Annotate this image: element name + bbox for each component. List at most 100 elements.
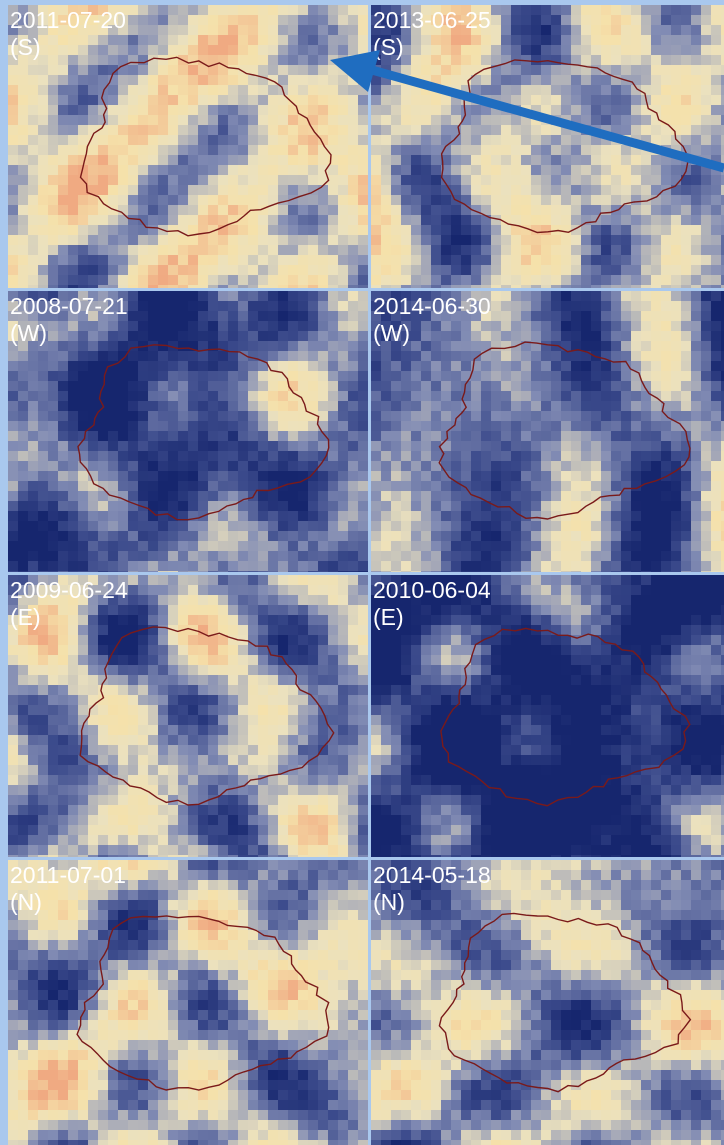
raster-cell [208, 501, 219, 512]
raster-cell [298, 331, 309, 342]
raster-cell [28, 645, 39, 656]
raster-cell [168, 531, 179, 542]
panel-date: 2011-07-20 [10, 7, 126, 33]
raster-cell [258, 105, 269, 116]
raster-cell [288, 501, 299, 512]
raster-cell [258, 85, 269, 96]
raster-cell [78, 95, 89, 106]
raster-cell [701, 441, 712, 452]
raster-cell [421, 461, 432, 472]
raster-cell [78, 215, 89, 226]
raster-cell [451, 401, 462, 412]
raster-cell [338, 105, 349, 116]
raster-cell [671, 45, 682, 56]
raster-cell [118, 461, 129, 472]
raster-cell [138, 311, 149, 322]
raster-cell [28, 521, 39, 532]
raster-cell [391, 501, 402, 512]
raster-cell [108, 245, 119, 256]
raster-cell [471, 35, 482, 46]
raster-cell [501, 411, 512, 422]
raster-cell [551, 215, 562, 226]
raster-cell [248, 585, 259, 596]
raster-cell [88, 351, 99, 362]
raster-cell [278, 491, 289, 502]
raster-cell [711, 451, 722, 462]
raster-cell [198, 735, 209, 746]
raster-cell [178, 391, 189, 402]
raster-cell [178, 541, 189, 552]
raster-cell [531, 451, 542, 462]
raster-cell [218, 665, 229, 676]
raster-cell [48, 615, 59, 626]
raster-cell [348, 595, 359, 606]
raster-cell [551, 105, 562, 116]
raster-cell [258, 275, 269, 286]
raster-cell [711, 75, 722, 86]
raster-cell [198, 655, 209, 666]
raster-cell [701, 351, 712, 362]
raster-cell [421, 401, 432, 412]
raster-cell [218, 311, 229, 322]
raster-cell [501, 175, 512, 186]
raster-cell [421, 165, 432, 176]
raster-cell [308, 135, 319, 146]
raster-cell [561, 15, 572, 26]
raster-cell [28, 735, 39, 746]
raster-cell [28, 95, 39, 106]
raster-cell [158, 105, 169, 116]
raster-cell [288, 125, 299, 136]
raster-cell [18, 85, 29, 96]
raster-cell [68, 145, 79, 156]
raster-cell [601, 105, 612, 116]
raster-cell [248, 695, 259, 706]
raster-cell [98, 321, 109, 332]
raster-cell [18, 215, 29, 226]
raster-cell [611, 155, 622, 166]
raster-cell [238, 175, 249, 186]
raster-cell [18, 361, 29, 372]
raster-cell [248, 105, 259, 116]
raster-cell [391, 541, 402, 552]
raster-cell [168, 65, 179, 76]
raster-cell [661, 341, 672, 352]
raster-cell [541, 35, 552, 46]
raster-cell [581, 371, 592, 382]
raster-cell [401, 401, 412, 412]
raster-cell [661, 95, 672, 106]
raster-cell [148, 105, 159, 116]
raster-cell [138, 561, 149, 572]
raster-cell [168, 185, 179, 196]
raster-cell [701, 541, 712, 552]
raster-cell [118, 705, 129, 716]
raster-cell [68, 745, 79, 756]
raster-cell [611, 5, 622, 16]
raster-cell [391, 145, 402, 156]
raster-cell [148, 615, 159, 626]
raster-cell [98, 451, 109, 462]
raster-cell [328, 235, 339, 246]
raster-cell [391, 155, 402, 166]
raster-cell [591, 75, 602, 86]
raster-cell [168, 175, 179, 186]
raster-cell [248, 391, 259, 402]
raster-cell [431, 331, 442, 342]
raster-cell [691, 451, 702, 462]
raster-cell [541, 421, 552, 432]
raster-cell [148, 685, 159, 696]
raster-cell [371, 371, 382, 382]
raster-cell [148, 361, 159, 372]
raster-cell [188, 471, 199, 482]
raster-cell [671, 531, 682, 542]
raster-cell [218, 381, 229, 392]
raster-cell [681, 125, 692, 136]
raster-cell [521, 321, 532, 332]
raster-cell [671, 165, 682, 176]
raster-cell [58, 125, 69, 136]
raster-cell [451, 391, 462, 402]
raster-cell [248, 35, 259, 46]
raster-cell [511, 245, 522, 256]
raster-cell [348, 25, 359, 36]
raster-cell [148, 461, 159, 472]
raster-cell [128, 645, 139, 656]
